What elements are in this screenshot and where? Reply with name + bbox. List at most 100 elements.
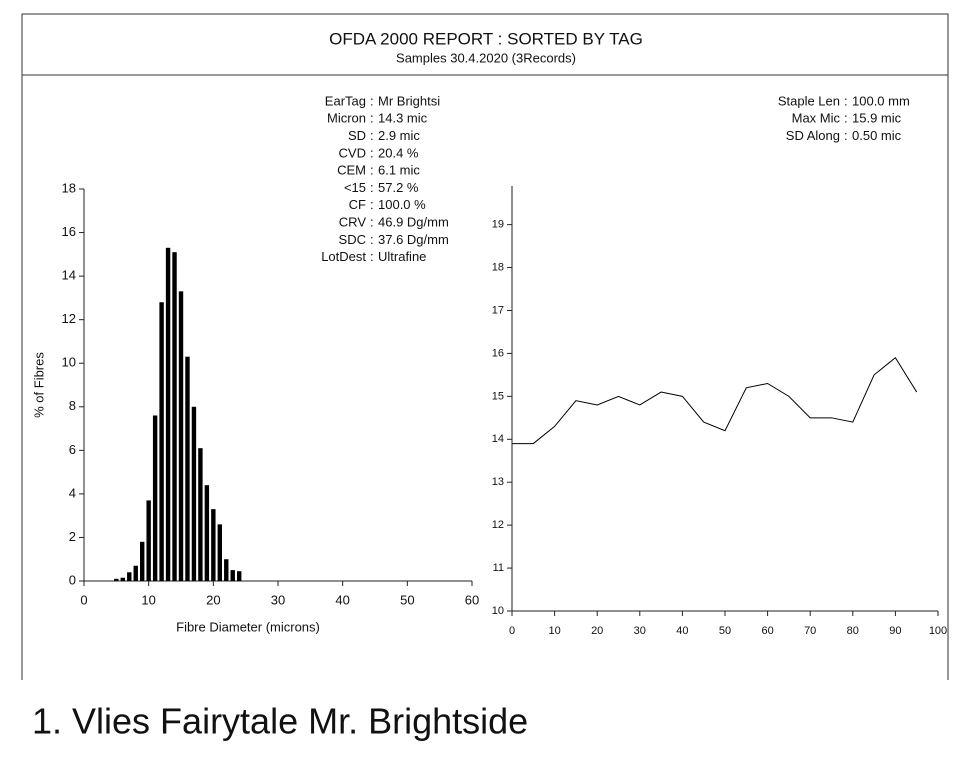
y-tick-label: 12 xyxy=(62,311,76,326)
stat-colon: : xyxy=(370,232,374,247)
bar xyxy=(165,247,171,582)
stat-value: 0.50 mic xyxy=(852,128,902,143)
x-tick-label: 40 xyxy=(335,592,349,607)
bar xyxy=(217,524,222,581)
x-tick-label: 50 xyxy=(400,592,414,607)
stat-label: CF xyxy=(349,197,366,212)
x-tick-label: 70 xyxy=(804,625,816,637)
bar xyxy=(178,291,184,581)
stat-label: SD xyxy=(348,128,366,143)
stat-label: SDC xyxy=(339,232,366,247)
y-tick-label: 0 xyxy=(69,572,76,587)
bar xyxy=(120,577,125,581)
stat-colon: : xyxy=(370,128,374,143)
stat-colon: : xyxy=(844,93,848,108)
bar xyxy=(152,415,158,581)
y-tick-label: 10 xyxy=(62,355,76,370)
y-tick-label: 16 xyxy=(492,347,504,359)
stat-colon: : xyxy=(370,215,374,230)
y-tick-label: 17 xyxy=(492,304,504,316)
caption: 1. Vlies Fairytale Mr. Brightside xyxy=(32,701,528,742)
y-axis-label: % of Fibres xyxy=(31,352,46,418)
stat-label: LotDest xyxy=(321,249,366,264)
bar xyxy=(172,252,177,581)
bar xyxy=(185,356,190,581)
stat-value: 2.9 mic xyxy=(378,128,420,143)
y-tick-label: 6 xyxy=(69,442,76,457)
stat-label: CVD xyxy=(339,145,366,160)
stat-value: 6.1 mic xyxy=(378,163,420,178)
x-tick-label: 20 xyxy=(206,592,220,607)
x-tick-label: 60 xyxy=(465,592,479,607)
stat-value: Ultrafine xyxy=(378,249,426,264)
stat-colon: : xyxy=(370,93,374,108)
y-tick-label: 15 xyxy=(492,390,504,402)
bar xyxy=(114,578,119,581)
bar xyxy=(140,541,145,581)
y-tick-label: 8 xyxy=(69,398,76,413)
x-tick-label: 10 xyxy=(141,592,155,607)
stat-colon: : xyxy=(370,197,374,212)
x-axis-label: Fibre Diameter (microns) xyxy=(176,619,320,634)
report-subtitle: Samples 30.4.2020 (3Records) xyxy=(396,50,576,65)
report-title: OFDA 2000 REPORT : SORTED BY TAG xyxy=(329,29,643,48)
stat-value: Mr Brightsi xyxy=(378,93,440,108)
stat-value: 20.4 % xyxy=(378,145,419,160)
y-tick-label: 14 xyxy=(62,268,76,283)
y-tick-label: 10 xyxy=(492,605,504,617)
stat-colon: : xyxy=(844,111,848,126)
y-tick-label: 11 xyxy=(493,562,504,574)
y-tick-label: 18 xyxy=(62,180,76,195)
data-line xyxy=(512,356,918,445)
stat-value: 100.0 mm xyxy=(852,93,910,108)
stat-value: 14.3 mic xyxy=(378,111,428,126)
stat-label: CEM xyxy=(337,163,366,178)
bar xyxy=(191,406,197,581)
stat-colon: : xyxy=(370,180,374,195)
y-tick-label: 2 xyxy=(69,529,76,544)
stat-colon: : xyxy=(370,145,374,160)
x-tick-label: 90 xyxy=(889,625,901,637)
stat-label: Max Mic xyxy=(792,111,841,126)
stat-label: SD Along xyxy=(786,128,840,143)
stat-value: 15.9 mic xyxy=(852,111,902,126)
stat-colon: : xyxy=(370,163,374,178)
bar xyxy=(127,572,132,581)
x-tick-label: 30 xyxy=(634,625,646,637)
stat-label: CRV xyxy=(339,215,367,230)
bar xyxy=(133,565,138,581)
bar xyxy=(211,509,216,581)
stat-colon: : xyxy=(370,111,374,126)
stat-colon: : xyxy=(370,249,374,264)
bar xyxy=(230,570,235,581)
x-tick-label: 30 xyxy=(271,592,285,607)
bar xyxy=(237,571,242,581)
y-tick-label: 14 xyxy=(492,433,504,445)
stat-value: 57.2 % xyxy=(378,180,419,195)
bar xyxy=(224,559,229,581)
stat-label: EarTag xyxy=(325,93,366,108)
stat-value: 100.0 % xyxy=(378,197,426,212)
y-tick-label: 16 xyxy=(62,224,76,239)
stat-value: 46.9 Dg/mm xyxy=(378,215,449,230)
x-tick-label: 40 xyxy=(676,625,688,637)
y-tick-label: 13 xyxy=(492,476,504,488)
stat-label: Micron xyxy=(327,111,366,126)
x-tick-label: 100 xyxy=(929,625,947,637)
stat-colon: : xyxy=(844,128,848,143)
y-tick-label: 18 xyxy=(492,261,504,273)
stat-label: Staple Len xyxy=(778,93,840,108)
x-tick-label: 0 xyxy=(509,625,515,637)
x-tick-label: 50 xyxy=(719,625,731,637)
y-tick-label: 12 xyxy=(492,519,504,531)
x-tick-label: 60 xyxy=(761,625,773,637)
x-tick-label: 20 xyxy=(591,625,603,637)
bar xyxy=(204,485,210,581)
stat-label: <15 xyxy=(344,180,366,195)
bar xyxy=(198,448,203,581)
header-frame xyxy=(21,13,949,76)
x-tick-label: 0 xyxy=(80,592,87,607)
bar xyxy=(146,500,151,581)
y-tick-label: 4 xyxy=(69,485,76,500)
